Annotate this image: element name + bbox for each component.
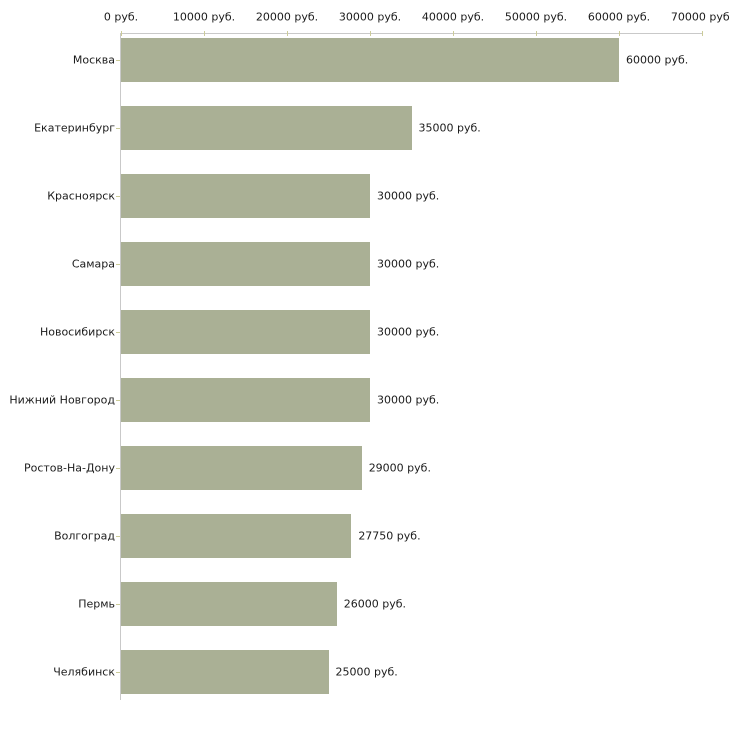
x-axis-tick-label: 60000 руб.	[587, 10, 651, 24]
x-axis-tick-label: 70000 руб.	[670, 10, 730, 24]
x-axis-tick	[536, 31, 537, 36]
x-axis-tick	[287, 31, 288, 36]
bar	[121, 514, 352, 558]
category-label: Екатеринбург	[34, 121, 115, 135]
value-label: 25000 руб.	[335, 665, 398, 679]
y-axis-line	[120, 33, 121, 700]
bar	[121, 310, 370, 354]
value-label: 26000 руб.	[343, 597, 407, 611]
value-label: 60000 руб.	[626, 53, 689, 67]
category-tick	[116, 332, 120, 333]
x-axis-tick	[204, 31, 205, 36]
category-label: Волгоград	[54, 529, 115, 543]
category-label: Красноярск	[47, 189, 115, 203]
category-label: Ростов-На-Дону	[23, 461, 115, 475]
value-label: 30000 руб.	[377, 257, 440, 271]
x-axis-tick-label: 50000 руб.	[504, 10, 568, 24]
bar	[121, 106, 412, 150]
bar	[121, 242, 370, 286]
category-label: Нижний Новгород	[9, 393, 115, 407]
value-label: 29000 руб.	[368, 461, 431, 475]
x-axis-tick	[702, 31, 703, 36]
bar	[121, 378, 370, 422]
bar	[121, 582, 337, 626]
category-tick	[116, 128, 120, 129]
x-axis-tick	[121, 31, 122, 36]
x-axis-tick-label: 10000 руб.	[172, 10, 236, 24]
bar	[121, 38, 619, 82]
category-tick	[116, 536, 120, 537]
category-tick	[116, 196, 120, 197]
x-axis-tick	[453, 31, 454, 36]
x-axis-tick-label: 30000 руб.	[338, 10, 402, 24]
value-label: 30000 руб.	[377, 393, 440, 407]
bar	[121, 650, 329, 694]
category-tick	[116, 468, 120, 469]
category-label: Москва	[72, 53, 115, 67]
x-axis-tick	[619, 31, 620, 36]
value-label: 30000 руб.	[377, 189, 440, 203]
x-axis-tick-label: 20000 руб.	[255, 10, 319, 24]
x-axis-line	[121, 33, 703, 34]
value-label: 35000 руб.	[418, 121, 481, 135]
category-label: Самара	[71, 257, 115, 271]
x-axis-tick-label: 40000 руб.	[421, 10, 485, 24]
category-label: Пермь	[78, 597, 115, 611]
category-label: Новосибирск	[39, 325, 115, 339]
category-label: Челябинск	[53, 665, 115, 679]
value-label: 27750 руб.	[358, 529, 421, 543]
category-tick	[116, 672, 120, 673]
category-tick	[116, 604, 120, 605]
x-axis-tick	[370, 31, 371, 36]
category-tick	[116, 60, 120, 61]
category-tick	[116, 400, 120, 401]
x-axis-tick-label: 0 руб.	[103, 10, 139, 24]
value-label: 30000 руб.	[377, 325, 440, 339]
bar	[121, 446, 362, 490]
bar	[121, 174, 370, 218]
category-tick	[116, 264, 120, 265]
